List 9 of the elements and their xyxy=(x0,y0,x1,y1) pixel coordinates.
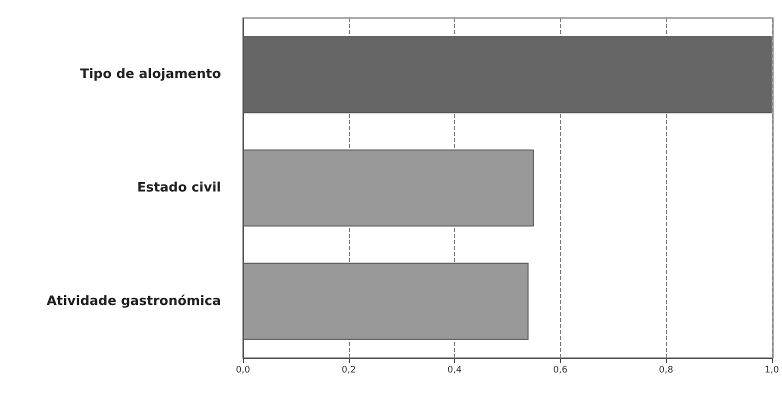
y-tick-label: Estado civil xyxy=(137,180,221,196)
x-tick-label: 0,0 xyxy=(236,366,250,376)
x-tick-label: 0,4 xyxy=(447,366,462,376)
x-tick-label: 1,0 xyxy=(764,366,780,376)
x-tick-label: 0,2 xyxy=(342,366,356,376)
y-tick-label: Tipo de alojamento xyxy=(80,67,222,82)
x-tick-label: 0,8 xyxy=(658,366,674,376)
x-tick-label: 0,6 xyxy=(553,366,568,376)
y-tick-label: Atividade gastronómica xyxy=(46,294,221,309)
